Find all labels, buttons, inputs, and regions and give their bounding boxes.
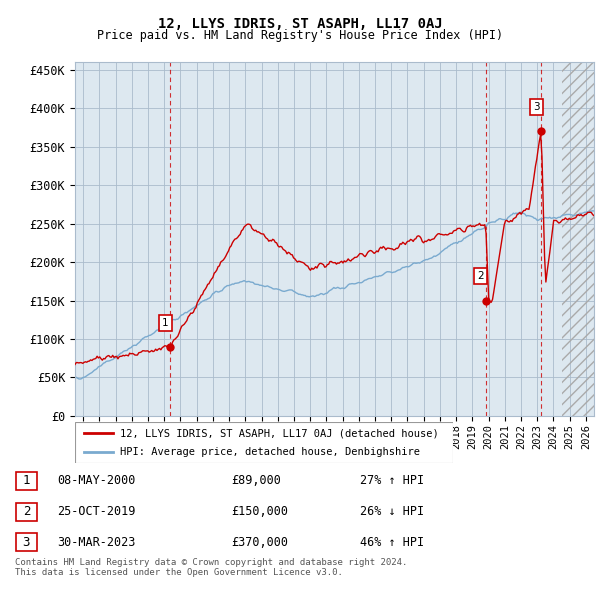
Text: 12, LLYS IDRIS, ST ASAPH, LL17 0AJ (detached house): 12, LLYS IDRIS, ST ASAPH, LL17 0AJ (deta…	[121, 428, 439, 438]
Text: 3: 3	[23, 536, 30, 549]
Text: 3: 3	[533, 101, 540, 112]
Bar	[562, 62, 594, 416]
Text: Contains HM Land Registry data © Crown copyright and database right 2024.
This d: Contains HM Land Registry data © Crown c…	[15, 558, 407, 577]
Text: 2: 2	[23, 505, 30, 518]
Text: 25-OCT-2019: 25-OCT-2019	[57, 505, 136, 518]
Text: £150,000: £150,000	[231, 505, 288, 518]
Text: 1: 1	[23, 474, 30, 487]
Text: Price paid vs. HM Land Registry's House Price Index (HPI): Price paid vs. HM Land Registry's House …	[97, 30, 503, 42]
Text: 27% ↑ HPI: 27% ↑ HPI	[360, 474, 424, 487]
Text: HPI: Average price, detached house, Denbighshire: HPI: Average price, detached house, Denb…	[121, 447, 421, 457]
FancyBboxPatch shape	[75, 422, 453, 463]
Text: 2: 2	[478, 271, 484, 281]
Text: £89,000: £89,000	[231, 474, 281, 487]
Text: £370,000: £370,000	[231, 536, 288, 549]
Text: 26% ↓ HPI: 26% ↓ HPI	[360, 505, 424, 518]
Text: 30-MAR-2023: 30-MAR-2023	[57, 536, 136, 549]
Text: 46% ↑ HPI: 46% ↑ HPI	[360, 536, 424, 549]
Text: 12, LLYS IDRIS, ST ASAPH, LL17 0AJ: 12, LLYS IDRIS, ST ASAPH, LL17 0AJ	[158, 17, 442, 31]
Text: 1: 1	[162, 318, 169, 328]
Text: 08-MAY-2000: 08-MAY-2000	[57, 474, 136, 487]
